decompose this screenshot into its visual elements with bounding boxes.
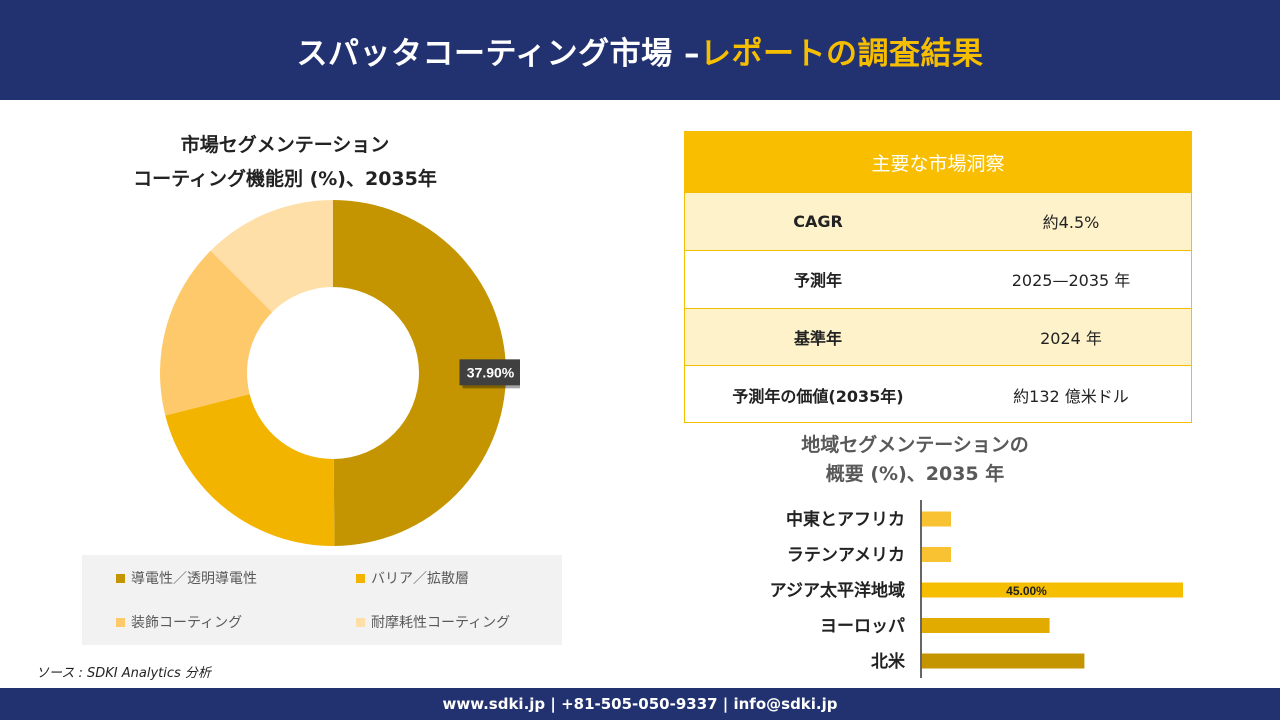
donut-slice <box>333 200 506 546</box>
insights-row: 基準年 2024 年 <box>685 307 1191 366</box>
donut-slice <box>165 394 335 546</box>
insights-label: CAGR <box>793 211 843 231</box>
insights-row: 予測年 2025—2035 年 <box>685 249 1191 308</box>
footer-contact: www.sdki.jp | +81-505-050-9337 | info@sd… <box>0 688 1280 720</box>
insights-table: 主要な市場洞察 CAGR 約4.5% 予測年 2025—2035 年 基準年 2… <box>684 131 1192 423</box>
insights-label: 予測年 <box>793 271 842 291</box>
insights-label: 予測年の価値(2035年) <box>732 386 904 406</box>
donut-chart-title: 市場セグメンテーション コーティング機能別 (%)、2035年 <box>90 128 480 196</box>
insights-title: 主要な市場洞察 <box>685 132 1191 192</box>
donut-slice <box>159 250 273 416</box>
bar <box>922 547 951 562</box>
legend-item-decorative: 装飾コーティング <box>116 612 242 632</box>
legend-label: 導電性／透明導電性 <box>131 571 257 587</box>
legend-swatch <box>116 617 125 627</box>
bar <box>922 618 1050 633</box>
legend-swatch <box>116 573 125 583</box>
bar-category-label: 北米 <box>871 651 906 672</box>
insights-value: 2024 年 <box>1040 328 1102 348</box>
donut-data-label-text: 37.90% <box>467 364 515 380</box>
source-note: ソース : SDKI Analytics 分析 <box>36 666 211 681</box>
insights-row: CAGR 約4.5% <box>685 192 1191 250</box>
bar-category-label: 中東とアフリカ <box>786 509 905 530</box>
donut-slice <box>210 200 333 313</box>
bar-title-line1: 地域セグメンテーションの <box>801 434 1029 456</box>
page-title-main: スパッタコーティング市場 – <box>296 35 700 72</box>
bar <box>922 511 951 527</box>
legend-swatch <box>356 573 365 583</box>
bar-data-label: 45.00% <box>1006 584 1047 598</box>
insights-label: 基準年 <box>793 328 842 348</box>
legend-item-wear-resistant: 耐摩耗性コーティング <box>356 612 510 632</box>
bar-title-line2: 概要 (%)、2035 年 <box>825 463 1005 485</box>
legend-label: 装飾コーティング <box>131 615 243 631</box>
bar-category-label: アジア太平洋地域 <box>770 580 905 601</box>
donut-title-line2: コーティング機能別 (%)、2035年 <box>133 168 437 190</box>
insights-value: 約4.5% <box>1042 213 1100 233</box>
legend-label: 耐摩耗性コーティング <box>371 615 511 631</box>
legend-swatch <box>356 617 365 627</box>
legend-item-conductive: 導電性／透明導電性 <box>116 568 257 588</box>
legend-label: バリア／拡散層 <box>371 571 469 587</box>
insights-row: 予測年の価値(2035年) 約132 億米ドル <box>685 365 1191 423</box>
donut-chart: 37.90% <box>159 200 520 546</box>
page-title-accent: レポートの調査結果 <box>699 35 984 72</box>
header-banner: スパッタコーティング市場 –レポートの調査結果 <box>0 0 1280 100</box>
legend-item-barrier: バリア／拡散層 <box>356 568 469 588</box>
bar-category-label: ラテンアメリカ <box>787 546 905 566</box>
donut-legend: 導電性／透明導電性 バリア／拡散層 装飾コーティング 耐摩耗性コーティング <box>82 555 562 645</box>
donut-title-line1: 市場セグメンテーション <box>180 134 390 156</box>
insights-value: 2025—2035 年 <box>1011 271 1131 291</box>
bar-category-label: ヨーロッパ <box>820 617 905 637</box>
donut-data-label: 37.90% <box>459 359 520 389</box>
page-title: スパッタコーティング市場 –レポートの調査結果 <box>297 28 984 73</box>
donut-data-label-box <box>459 359 520 386</box>
bar-chart-title: 地域セグメンテーションの 概要 (%)、2035 年 <box>760 431 1070 489</box>
insights-value: 約132 億米ドル <box>1013 386 1129 406</box>
bar <box>922 582 1183 598</box>
bar <box>922 653 1085 669</box>
